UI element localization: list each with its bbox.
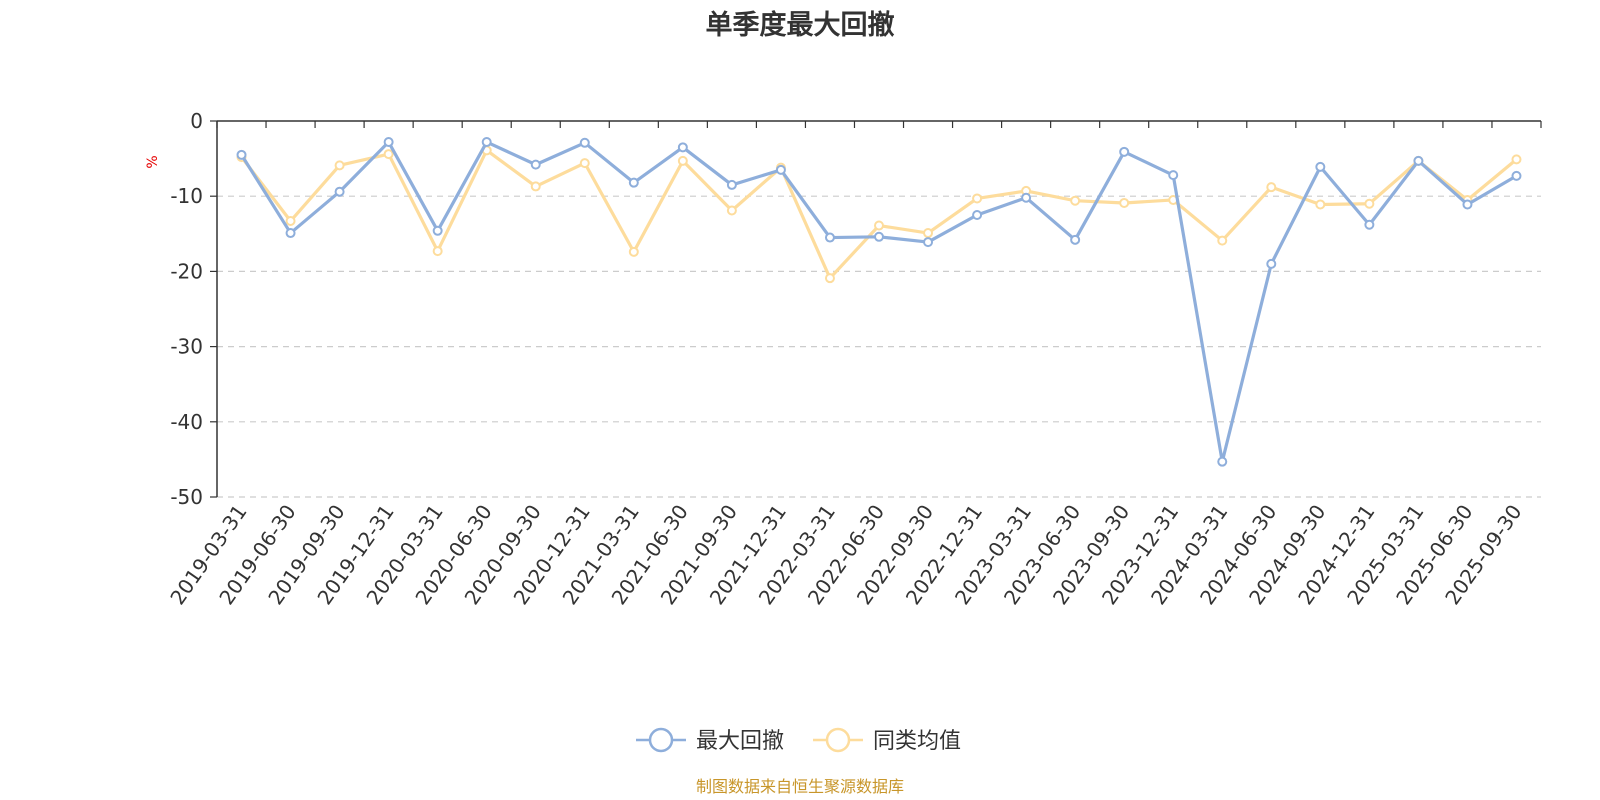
data-point[interactable] — [1266, 258, 1277, 269]
data-point[interactable] — [1315, 199, 1326, 210]
data-point[interactable] — [1070, 234, 1081, 245]
data-point[interactable] — [334, 186, 345, 197]
data-point[interactable] — [579, 158, 590, 169]
data-point[interactable] — [1462, 199, 1473, 210]
data-point[interactable] — [579, 137, 590, 148]
data-point[interactable] — [285, 228, 296, 239]
data-point[interactable] — [334, 160, 345, 171]
data-point[interactable] — [1070, 195, 1081, 206]
data-point[interactable] — [236, 149, 247, 160]
y-unit-label: % — [145, 155, 161, 168]
data-point[interactable] — [874, 220, 884, 231]
data-point[interactable] — [1217, 456, 1228, 467]
series-lines — [236, 137, 1522, 467]
data-point[interactable] — [1511, 154, 1522, 165]
y-tick-labels: 0 -10 -20 -30 -40 -50 — [170, 109, 203, 509]
data-point[interactable] — [677, 155, 688, 166]
source-note: 制图数据来自恒生聚源数据库 — [696, 777, 904, 796]
data-point[interactable] — [775, 164, 786, 175]
data-point[interactable] — [628, 177, 639, 188]
data-point[interactable] — [726, 205, 737, 216]
data-point[interactable] — [1511, 170, 1522, 181]
series-1 — [236, 137, 1522, 467]
y-tick-label: -50 — [170, 485, 203, 509]
data-point[interactable] — [1168, 170, 1179, 181]
data-point[interactable] — [1217, 235, 1228, 246]
data-point[interactable] — [432, 225, 443, 236]
legend[interactable]: 最大回撤 同类均值 — [636, 727, 961, 754]
series-line — [240, 148, 1518, 280]
data-point[interactable] — [923, 237, 934, 248]
data-point[interactable] — [726, 179, 737, 190]
data-point[interactable] — [1315, 161, 1326, 172]
y-tick-label: 0 — [190, 109, 203, 133]
data-point[interactable] — [628, 246, 639, 257]
y-tick-label: -20 — [170, 259, 203, 283]
x-tick-labels: 2019-03-312019-06-302019-09-302019-12-31… — [165, 500, 1526, 609]
legend-label: 最大回撤 — [696, 729, 784, 754]
data-point[interactable] — [1364, 198, 1375, 209]
data-point[interactable] — [285, 216, 296, 227]
data-point[interactable] — [824, 273, 835, 284]
axes — [210, 120, 1542, 498]
data-point[interactable] — [1119, 146, 1130, 157]
data-point[interactable] — [481, 137, 492, 148]
grid-lines — [217, 195, 1541, 498]
data-point[interactable] — [824, 232, 835, 243]
chart-title: 单季度最大回撤 — [706, 9, 895, 41]
data-point[interactable] — [972, 193, 983, 204]
data-point[interactable] — [383, 137, 394, 148]
y-tick-label: -30 — [170, 335, 203, 359]
data-point[interactable] — [530, 159, 541, 170]
data-point[interactable] — [432, 246, 443, 257]
data-point[interactable] — [1413, 155, 1424, 166]
legend-item-2[interactable]: 同类均值 — [813, 727, 961, 754]
y-tick-label: -40 — [170, 410, 203, 434]
legend-swatch-marker — [825, 727, 851, 753]
legend-item-1[interactable]: 最大回撤 — [636, 727, 784, 754]
data-point[interactable] — [874, 231, 884, 242]
data-point[interactable] — [1021, 192, 1032, 203]
legend-swatch-marker — [648, 727, 674, 753]
series-line — [240, 140, 1518, 464]
y-tick-label: -10 — [170, 184, 203, 208]
data-point[interactable] — [1364, 219, 1375, 230]
data-point[interactable] — [923, 228, 934, 239]
data-point[interactable] — [972, 210, 983, 220]
data-point[interactable] — [530, 181, 541, 192]
data-point[interactable] — [1266, 182, 1277, 193]
data-point[interactable] — [1119, 197, 1130, 208]
data-point[interactable] — [677, 142, 688, 153]
data-point[interactable] — [383, 149, 394, 160]
legend-label: 同类均值 — [873, 729, 961, 754]
